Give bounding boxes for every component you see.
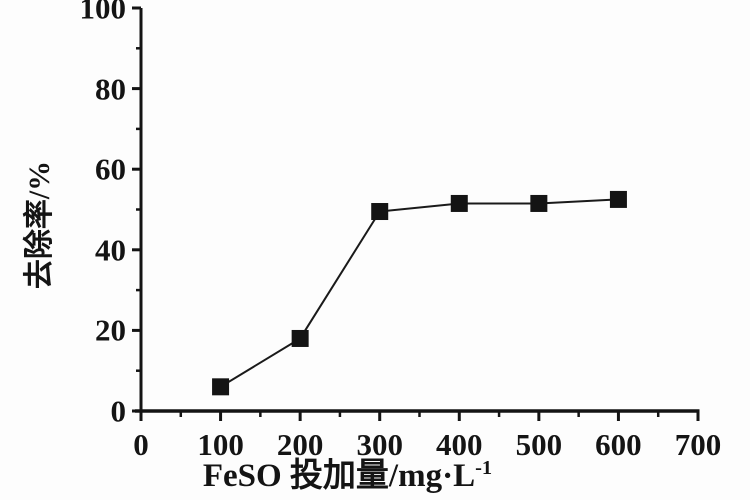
y-tick-label: 60 bbox=[95, 151, 126, 187]
data-point-marker bbox=[291, 329, 309, 347]
data-point-marker bbox=[530, 194, 548, 212]
x-tick-label: 500 bbox=[515, 427, 563, 462]
x-tick-label: 400 bbox=[436, 427, 483, 462]
y-tick-label: 0 bbox=[110, 393, 127, 429]
data-point-marker bbox=[450, 194, 468, 212]
x-axis-title-superscript: -1 bbox=[475, 457, 493, 479]
x-axis-title: FeSO 投加量/mg·L-1 bbox=[0, 456, 750, 497]
x-axis-title-main: FeSO 投加量/mg·L bbox=[202, 458, 476, 494]
x-tick-label: 600 bbox=[595, 427, 642, 462]
x-axis-title-text: FeSO 投加量/mg·L-1 bbox=[203, 456, 492, 497]
y-tick-label: 40 bbox=[95, 232, 126, 268]
x-tick-label: 100 bbox=[197, 427, 244, 462]
data-point-marker bbox=[212, 378, 230, 396]
data-point-marker bbox=[609, 190, 627, 208]
x-tick-label: 300 bbox=[356, 427, 403, 462]
series-line bbox=[220, 198, 619, 388]
x-tick-label: 0 bbox=[133, 427, 149, 462]
data-point-marker bbox=[371, 203, 389, 221]
y-tick-label: 100 bbox=[79, 0, 127, 26]
x-tick-label: 700 bbox=[674, 427, 722, 462]
y-tick-label: 20 bbox=[95, 312, 126, 348]
y-tick-label: 80 bbox=[95, 71, 126, 107]
y-axis-title: 去除率/% bbox=[23, 160, 56, 290]
x-tick-label: 200 bbox=[276, 427, 324, 462]
